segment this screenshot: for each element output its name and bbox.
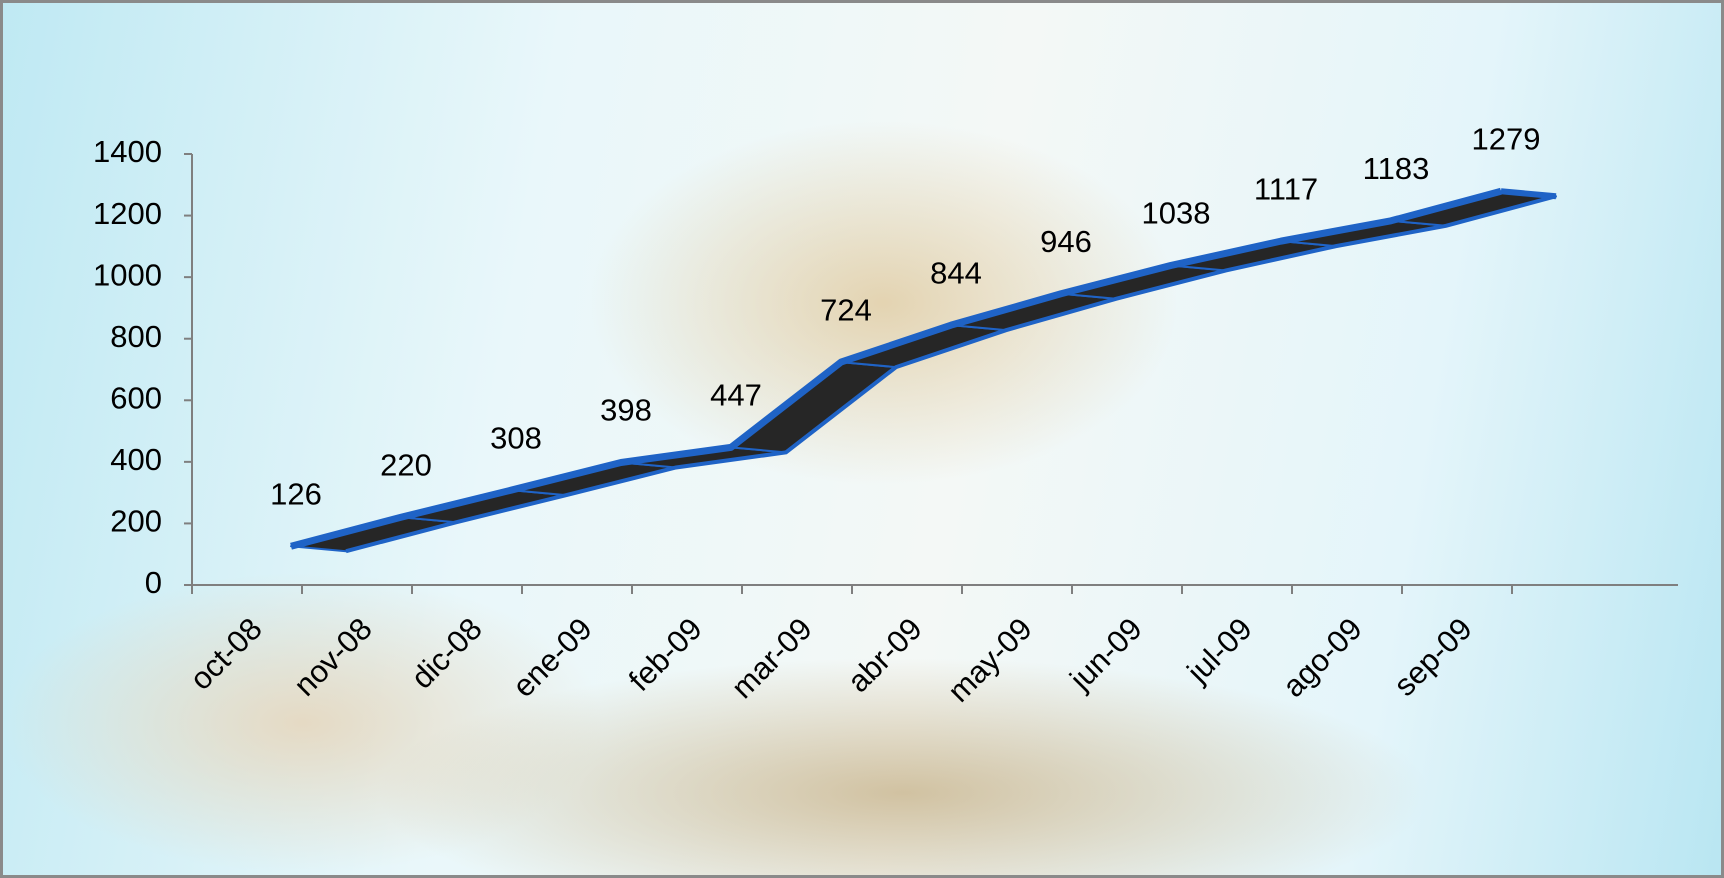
x-tick-label: nov-08 xyxy=(287,611,379,703)
data-label: 724 xyxy=(820,292,872,327)
y-tick-label: 1000 xyxy=(93,257,162,292)
y-tick-label: 200 xyxy=(110,504,162,539)
data-label: 1038 xyxy=(1142,196,1211,231)
y-tick-label: 1200 xyxy=(93,196,162,231)
ribbon-back-edge xyxy=(345,194,1557,554)
x-tick-label: dic-08 xyxy=(404,611,488,695)
y-tick-label: 0 xyxy=(145,565,162,600)
data-label: 1279 xyxy=(1472,121,1541,156)
y-tick-label: 1400 xyxy=(93,134,162,169)
x-tick-label: mar-09 xyxy=(725,611,819,705)
data-label: 447 xyxy=(710,378,762,413)
line xyxy=(290,187,1502,550)
data-label: 844 xyxy=(930,255,982,290)
data-label: 126 xyxy=(270,476,322,511)
y-tick-label: 400 xyxy=(110,442,162,477)
x-tick-label: abr-09 xyxy=(841,611,929,699)
x-tick-label: feb-09 xyxy=(622,611,709,698)
ribbon-end xyxy=(1500,188,1557,200)
data-label: 308 xyxy=(490,420,542,455)
x-tick-label: may-09 xyxy=(941,611,1039,709)
x-tick-label: jun-09 xyxy=(1062,611,1148,697)
data-label: 1183 xyxy=(1363,151,1430,186)
data-label: 946 xyxy=(1040,224,1092,259)
y-tick-label: 800 xyxy=(110,319,162,354)
data-label: 220 xyxy=(380,447,432,482)
y-tick-label: 600 xyxy=(110,380,162,415)
x-tick-label: ene-09 xyxy=(506,611,599,704)
data-label: 1117 xyxy=(1254,171,1318,206)
x-tick-label: jul-09 xyxy=(1180,611,1259,690)
x-tick-label: sep-09 xyxy=(1387,611,1479,703)
data-label: 398 xyxy=(600,393,652,428)
x-tick-label: oct-08 xyxy=(183,611,269,697)
x-tick-label: ago-09 xyxy=(1276,611,1369,704)
